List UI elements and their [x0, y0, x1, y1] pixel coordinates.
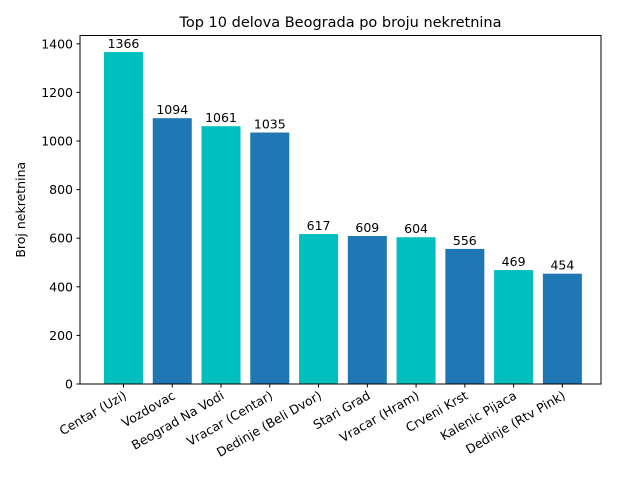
bar-2 [152, 118, 192, 384]
y-axis: 0 200 400 600 800 1000 1200 1400 [41, 36, 80, 392]
plot-frame [79, 35, 602, 385]
data-label-5: 617 [307, 218, 331, 233]
bar-4 [250, 132, 290, 384]
bar-8 [445, 248, 485, 384]
data-label-6: 609 [355, 220, 379, 235]
data-labels-group: 1366 1094 1061 1035 617 609 604 556 469 454 [108, 36, 575, 273]
bar-6 [347, 236, 387, 384]
data-label-2: 1094 [156, 102, 188, 117]
bars-group [103, 52, 582, 384]
y-tick-label-4: 600 [49, 231, 73, 246]
bar-5 [299, 234, 339, 384]
data-label-10: 454 [550, 258, 574, 273]
data-label-1: 1366 [108, 36, 140, 51]
bar-3 [201, 126, 241, 384]
y-tick-label-8: 1400 [41, 36, 73, 51]
data-label-4: 1035 [254, 117, 286, 132]
bar-7 [396, 237, 436, 384]
x-tick-label-1: Centar (Uzi) [57, 388, 129, 438]
y-tick-label-6: 1000 [41, 134, 73, 149]
y-axis-label: Broj nekretnina [13, 162, 28, 258]
y-tick-label-3: 400 [49, 279, 73, 294]
data-label-9: 469 [502, 254, 526, 269]
bar-10 [542, 273, 582, 384]
bar-1 [103, 52, 144, 384]
chart-title: Top 10 delova Beograda po broju nekretni… [178, 15, 501, 31]
y-tick-label-1: 0 [65, 377, 73, 392]
data-label-3: 1061 [205, 110, 237, 125]
data-label-7: 604 [404, 221, 428, 236]
y-tick-label-7: 1200 [41, 85, 73, 100]
bar-9 [494, 270, 534, 384]
y-tick-label-2: 200 [49, 328, 73, 343]
data-label-8: 556 [453, 233, 477, 248]
y-tick-label-5: 800 [49, 182, 73, 197]
